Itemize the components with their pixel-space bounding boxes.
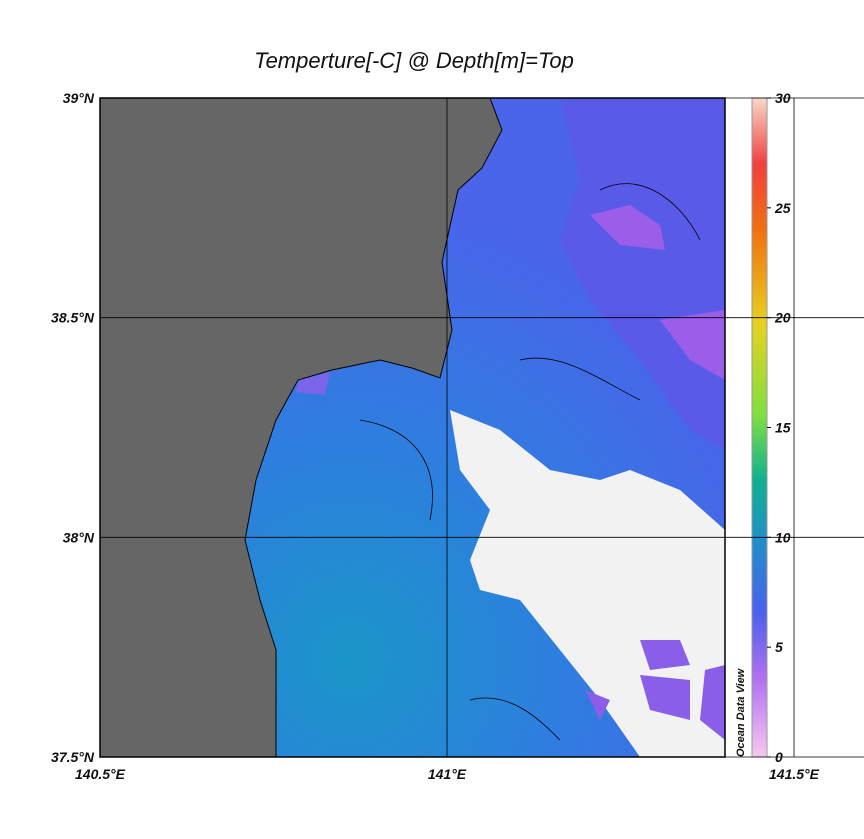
colorbar-tick-label: 20 bbox=[774, 310, 791, 326]
colorbar-tick-label: 25 bbox=[774, 200, 791, 216]
contour bbox=[359, 183, 701, 741]
y-tick-label: 37.5°N bbox=[51, 749, 95, 765]
colorbar-tick-label: 5 bbox=[775, 639, 783, 655]
colorbar-tick-label: 10 bbox=[775, 529, 791, 545]
y-tick-label: 38°N bbox=[63, 529, 95, 545]
colorbar-tick-label: 15 bbox=[775, 420, 791, 436]
y-tick-label: 38.5°N bbox=[51, 310, 95, 326]
cold-water bbox=[560, 98, 725, 450]
colorbar-tick-label: 30 bbox=[775, 90, 791, 106]
y-tick-label: 39°N bbox=[63, 90, 95, 106]
bay bbox=[295, 372, 330, 395]
x-tick-label: 141.5°E bbox=[769, 766, 820, 782]
cold-patches bbox=[585, 640, 725, 740]
land bbox=[100, 98, 503, 757]
colorbar bbox=[751, 97, 768, 758]
no-data bbox=[450, 410, 725, 757]
x-tick-label: 140.5°E bbox=[75, 766, 126, 782]
map-title: Temperture[-C] @ Depth[m]=Top bbox=[254, 48, 574, 73]
map-area bbox=[100, 98, 725, 757]
colorbar-tick-label: 0 bbox=[775, 749, 783, 765]
x-tick-label: 141°E bbox=[428, 766, 467, 782]
cold-core bbox=[590, 205, 725, 380]
watermark: Ocean Data View bbox=[735, 667, 747, 757]
